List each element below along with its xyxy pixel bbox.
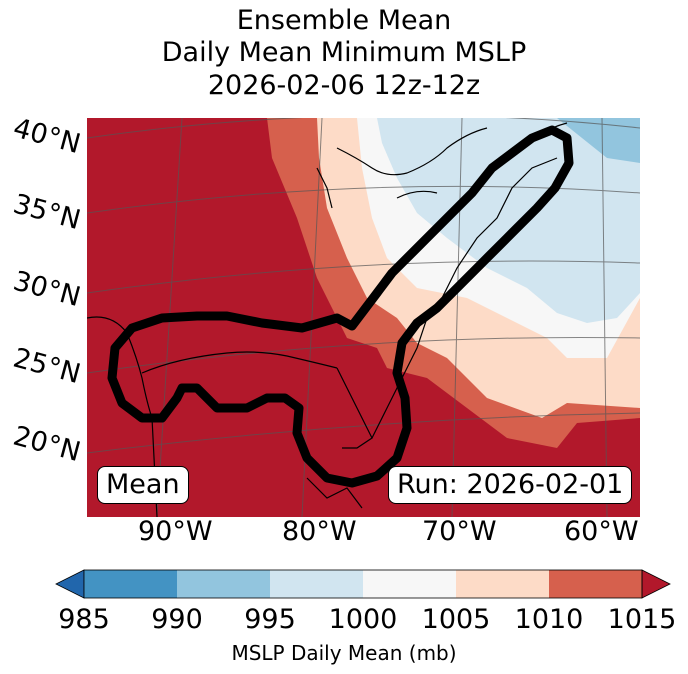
lon-label-70w: 70°W [422, 516, 497, 547]
colorbar-bin-1000-1005 [363, 570, 456, 598]
lat-label-35: 35°N [9, 188, 84, 237]
shade-995 [377, 118, 640, 323]
contour-outline [107, 125, 574, 488]
colorbar-tick-1000: 1000 [328, 604, 398, 635]
colorbar-tick-985: 985 [58, 604, 110, 635]
lon-label-90w: 90°W [138, 516, 213, 547]
map-panel: Mean Run: 2026-02-01 [87, 118, 640, 517]
colorbar-bin-985-990 [84, 570, 177, 598]
colorbar-tick-995: 995 [244, 604, 296, 635]
colorbar-bin-1010-1015 [549, 570, 642, 598]
colorbar-label: MSLP Daily Mean (mb) [231, 641, 457, 665]
title-line-2: Daily Mean Minimum MSLP [161, 37, 527, 68]
colorbar-bin-995-1000 [270, 570, 363, 598]
lon-label-80w: 80°W [282, 516, 357, 547]
colorbar-tick-1015: 1015 [607, 604, 677, 635]
lat-label-30: 30°N [9, 265, 84, 314]
lat-label-20: 20°N [9, 420, 84, 469]
lat-label-25: 25°N [9, 342, 84, 391]
colorbar [55, 569, 671, 599]
colorbar-bin-990-995 [177, 570, 270, 598]
colorbar-tick-1010: 1010 [514, 604, 584, 635]
lon-label-60w: 60°W [564, 516, 639, 547]
shade-990 [557, 118, 640, 163]
colorbar-tick-1005: 1005 [421, 604, 491, 635]
colorbar-bin-1005-1010 [456, 570, 549, 598]
title-line-1: Ensemble Mean [236, 5, 452, 36]
title-line-3: 2026-02-06 12z-12z [207, 70, 481, 101]
mean-label: Mean [97, 466, 189, 504]
run-label: Run: 2026-02-01 [388, 466, 633, 504]
lat-label-40: 40°N [9, 112, 84, 161]
mslp-field-map [87, 118, 640, 517]
colorbar-max-arrow [641, 569, 671, 599]
colorbar-tick-990: 990 [151, 604, 203, 635]
colorbar-min-arrow [55, 569, 85, 599]
